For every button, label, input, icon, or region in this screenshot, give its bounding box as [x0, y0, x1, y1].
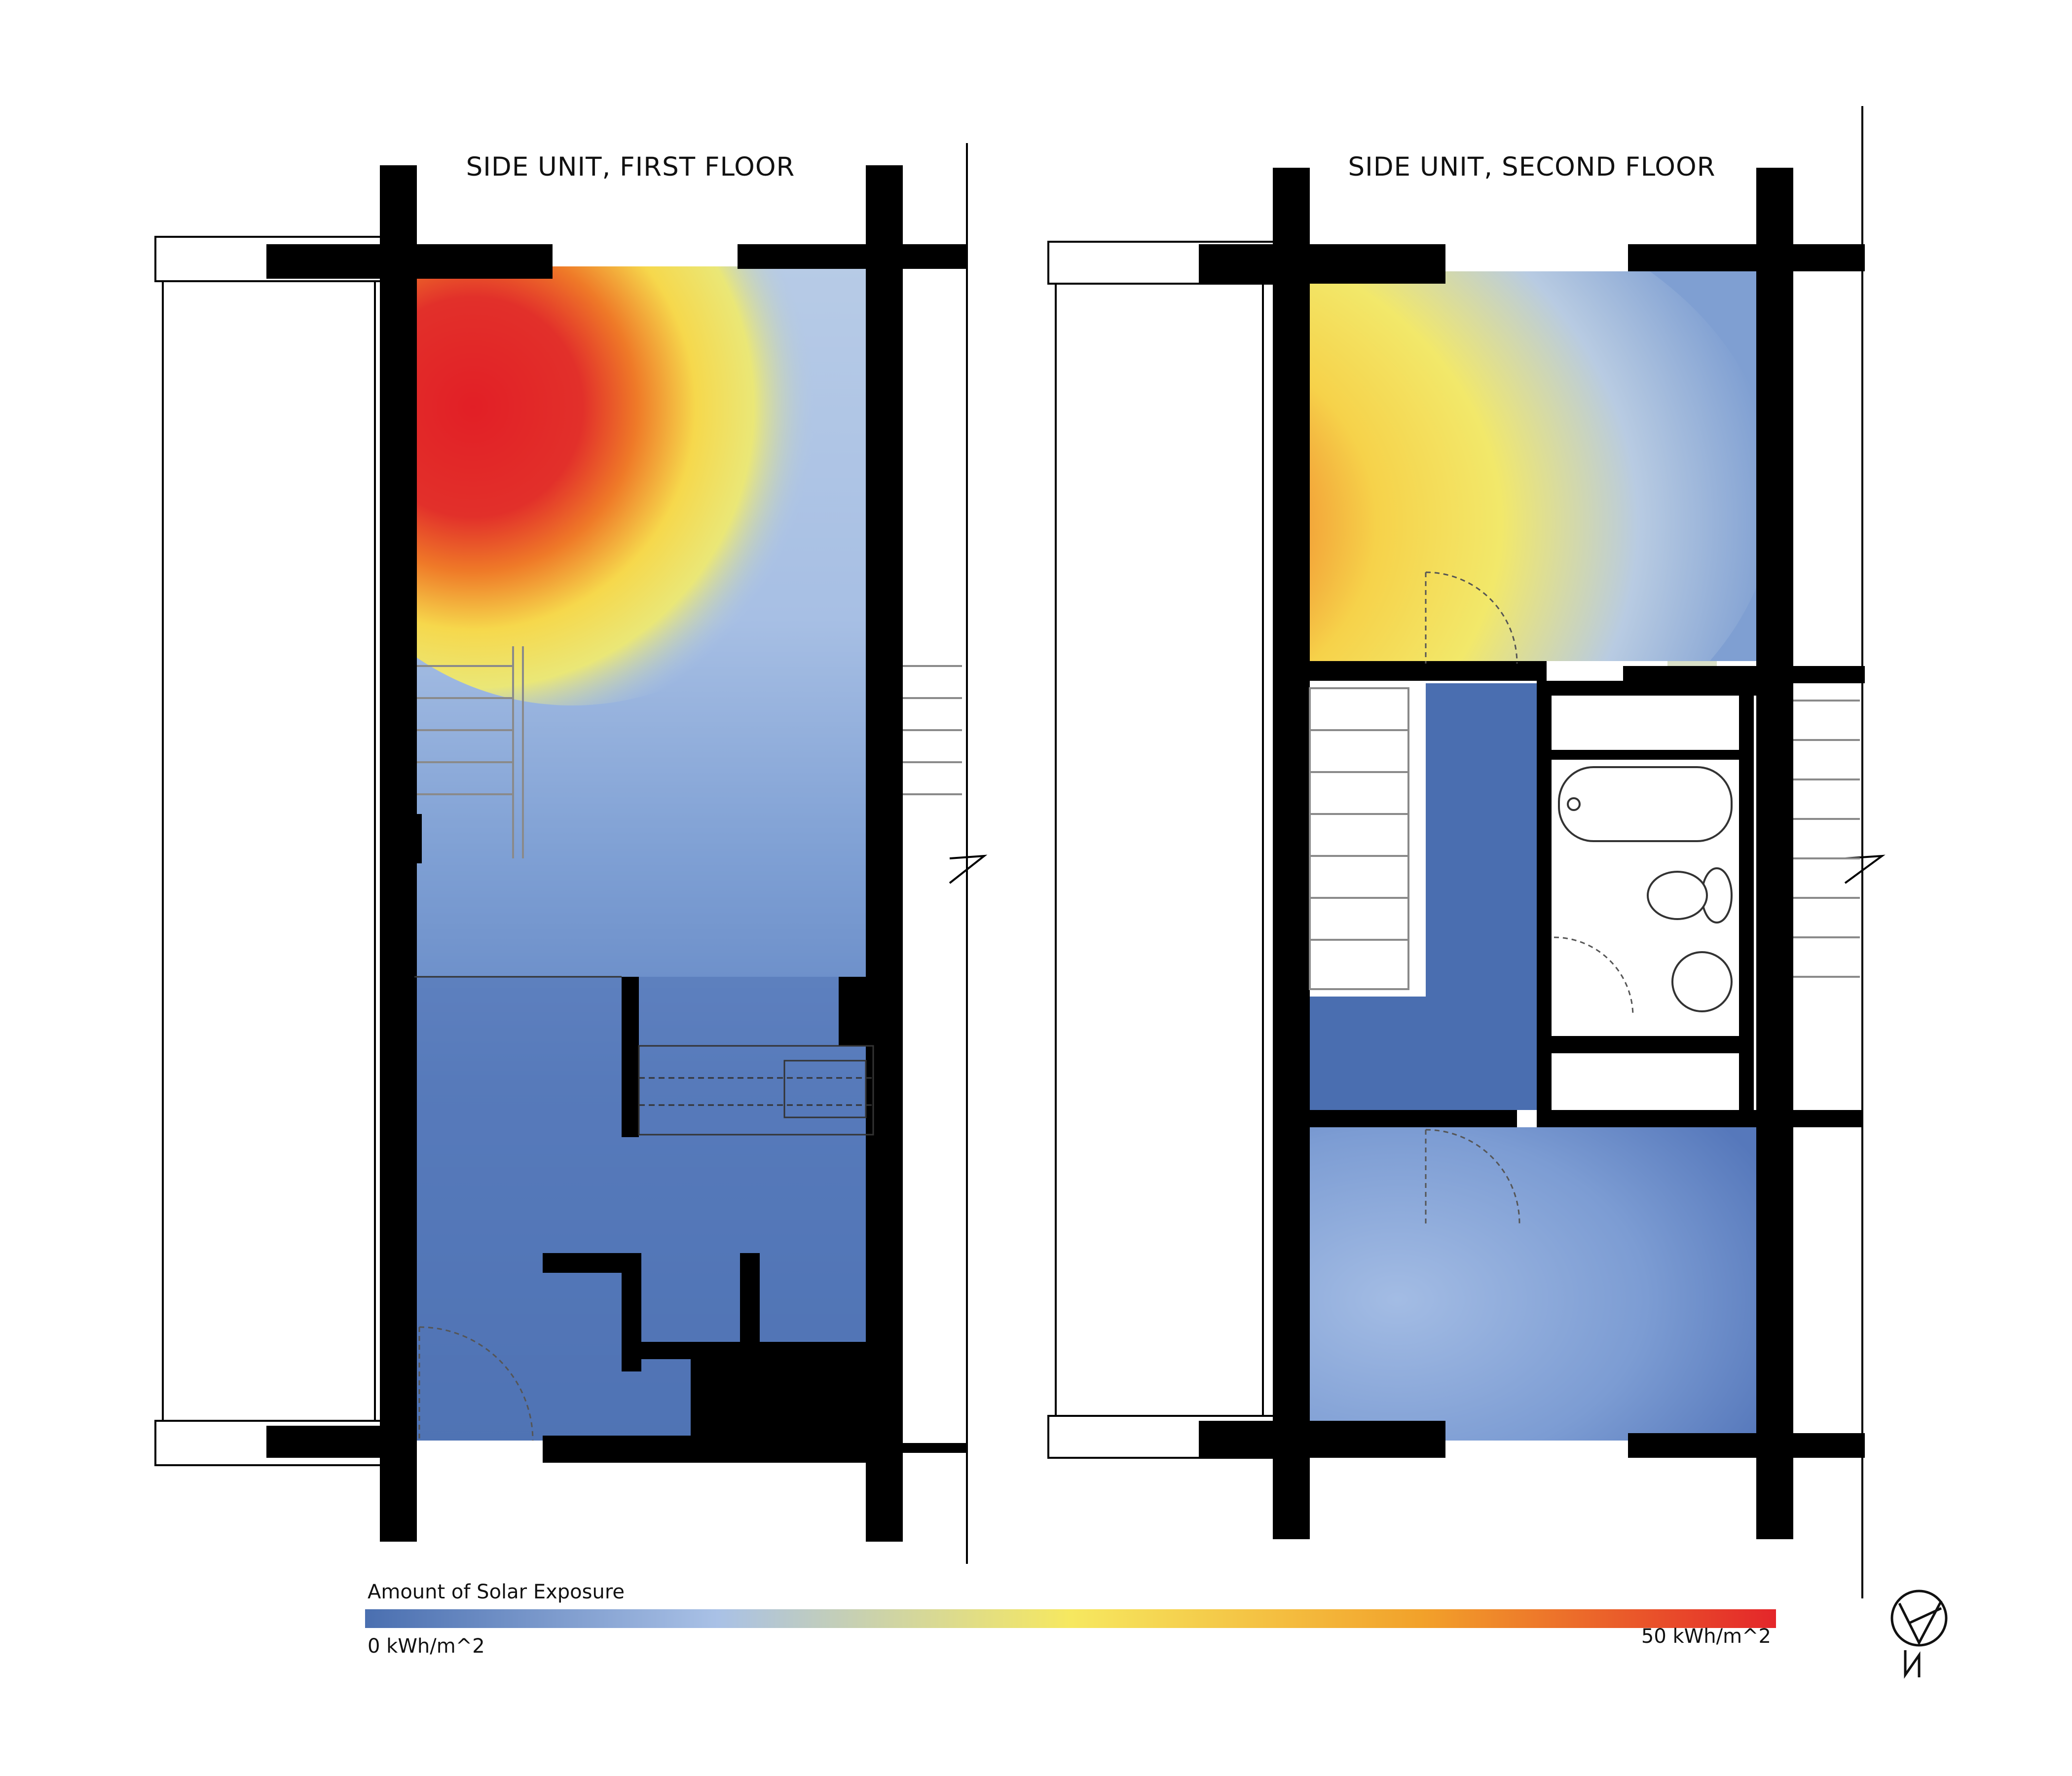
kitchen-sink [783, 1060, 867, 1118]
second-floor-stair [1309, 687, 1860, 990]
second-floor-walls [1199, 168, 1865, 1539]
second-floor-heatmap [1305, 271, 1766, 1441]
first-floor-stair [417, 646, 962, 858]
second-floor-plan: SIDE UNIT, SECOND FLOOR [1047, 106, 1886, 1598]
first-floor-doors [418, 1326, 534, 1441]
second-floor-doors [1425, 571, 1634, 1224]
legend-min-label: 0 kWh/m^2 [368, 1635, 485, 1658]
bathroom-fixtures [1558, 766, 1733, 1012]
first-floor-heatmap [414, 266, 878, 1441]
legend-max-label: 50 kWh/m^2 [1641, 1625, 1771, 1648]
first-floor-walls [266, 165, 967, 1542]
first-floor-title: SIDE UNIT, FIRST FLOOR [466, 152, 795, 182]
toilet-bowl [1647, 871, 1708, 920]
second-floor-title: SIDE UNIT, SECOND FLOOR [1348, 152, 1715, 182]
solar-exposure-legend: Amount of Solar Exposure 0 kWh/m^2 50 kW… [365, 1581, 1776, 1658]
legend-title: Amount of Solar Exposure [368, 1581, 625, 1603]
bathtub [1558, 766, 1733, 842]
bathroom-sink [1671, 951, 1733, 1012]
first-floor-plan: SIDE UNIT, FIRST FLOOR [154, 143, 988, 1564]
legend-gradient-bar [365, 1609, 1776, 1628]
first-floor-kitchen [414, 976, 874, 1136]
north-arrow-icon [1890, 1590, 1948, 1679]
